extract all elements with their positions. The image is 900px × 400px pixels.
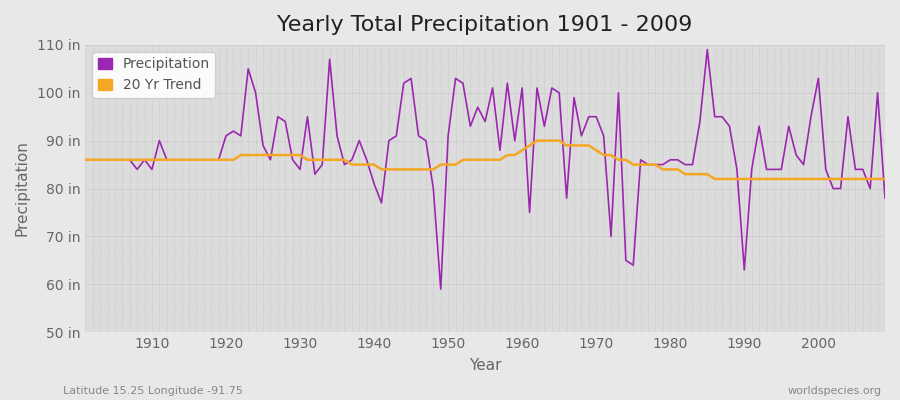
20 Yr Trend: [879, 176, 890, 181]
Precipitation: [346, 158, 357, 162]
X-axis label: Year: Year: [469, 358, 501, 373]
20 Yr Trend: [80, 158, 91, 162]
20 Yr Trend: [709, 176, 720, 181]
Precipitation: [517, 86, 527, 90]
Precipitation: [80, 158, 91, 162]
20 Yr Trend: [517, 148, 527, 153]
Legend: Precipitation, 20 Yr Trend: Precipitation, 20 Yr Trend: [92, 52, 215, 98]
Precipitation: [702, 47, 713, 52]
Title: Yearly Total Precipitation 1901 - 2009: Yearly Total Precipitation 1901 - 2009: [277, 15, 693, 35]
Text: Latitude 15.25 Longitude -91.75: Latitude 15.25 Longitude -91.75: [63, 386, 243, 396]
Precipitation: [613, 90, 624, 95]
20 Yr Trend: [532, 138, 543, 143]
Line: Precipitation: Precipitation: [86, 50, 885, 289]
Precipitation: [436, 287, 446, 292]
Precipitation: [524, 210, 535, 215]
20 Yr Trend: [140, 158, 150, 162]
20 Yr Trend: [613, 158, 624, 162]
Text: worldspecies.org: worldspecies.org: [788, 386, 882, 396]
Line: 20 Yr Trend: 20 Yr Trend: [86, 141, 885, 179]
20 Yr Trend: [302, 158, 313, 162]
Precipitation: [140, 158, 150, 162]
Precipitation: [302, 114, 313, 119]
Precipitation: [879, 196, 890, 200]
20 Yr Trend: [346, 162, 357, 167]
Y-axis label: Precipitation: Precipitation: [15, 141, 30, 236]
20 Yr Trend: [509, 153, 520, 158]
